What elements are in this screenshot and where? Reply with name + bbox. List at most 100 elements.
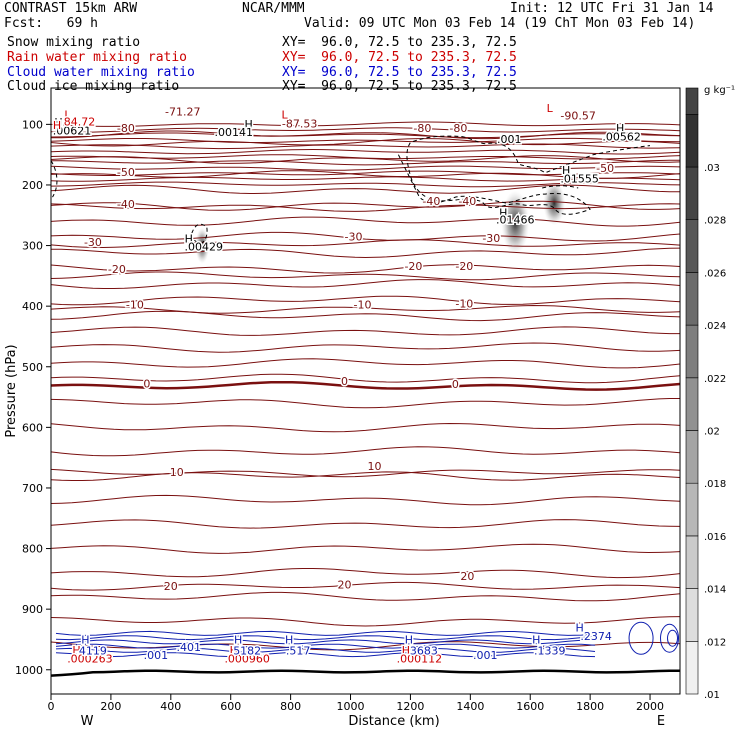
colorbar-label: .022 bbox=[704, 374, 726, 385]
colorbar-label: .01 bbox=[704, 690, 720, 701]
rain-water-marker: L bbox=[64, 108, 71, 121]
temperature-contour-line bbox=[51, 568, 680, 579]
x-tick-label: 1200 bbox=[396, 700, 424, 713]
colorbar-segment bbox=[685, 166, 699, 221]
cloud-ice-marker: .00141 bbox=[214, 126, 253, 139]
terrain-line bbox=[51, 669, 680, 677]
x-tick-label: 2000 bbox=[636, 700, 664, 713]
temperature-label: -40 bbox=[458, 195, 476, 208]
cloud-ice-marker: H bbox=[54, 116, 62, 129]
temperature-contours bbox=[51, 121, 680, 677]
cloud-water-contour bbox=[55, 643, 596, 649]
colorbar-segment bbox=[685, 535, 699, 589]
temperature-contour-line bbox=[51, 494, 680, 506]
colorbar-label: .014 bbox=[704, 585, 726, 596]
cloud-water-cell bbox=[667, 629, 679, 647]
rain-water-marker: L bbox=[547, 102, 554, 115]
colorbar-segment bbox=[685, 588, 699, 642]
cloud-water-marker: H bbox=[576, 622, 584, 635]
temperature-label: 0 bbox=[143, 377, 150, 390]
y-tick-label: 700 bbox=[22, 482, 43, 495]
temperature-contour-line bbox=[51, 127, 680, 133]
cloud-ice-marker: .01555 bbox=[560, 173, 599, 186]
temperature-label: -20 bbox=[108, 263, 126, 276]
field-xy-cloud-ice: XY= 96.0, 72.5 to 235.3, 72.5 bbox=[282, 79, 517, 94]
temperature-contour-20 bbox=[51, 581, 680, 591]
y-tick-label: 800 bbox=[22, 543, 43, 556]
temperature-label: -20 bbox=[404, 260, 422, 273]
temperature-contour-line bbox=[51, 342, 680, 353]
temperature-contour-line bbox=[51, 170, 680, 176]
temperature-label: -80 bbox=[449, 122, 467, 135]
y-tick-label: 600 bbox=[22, 421, 43, 434]
temperature-contour-line bbox=[51, 159, 680, 166]
temperature-contour--20 bbox=[51, 271, 680, 281]
colorbar-segment bbox=[685, 640, 699, 695]
cloud-water-marker: H bbox=[405, 634, 413, 647]
y-tick-label: 200 bbox=[22, 179, 43, 192]
colorbar-label: .026 bbox=[704, 268, 726, 279]
colorbar-segment bbox=[685, 219, 699, 273]
x-axis-title: Distance (km) bbox=[348, 714, 439, 729]
cloud-ice-marker: .00429 bbox=[185, 240, 224, 253]
temperature-contour-line bbox=[51, 295, 680, 306]
temperature-label: -50 bbox=[596, 162, 614, 175]
rain-water-marker: H bbox=[230, 644, 238, 657]
temperature-label: -10 bbox=[126, 299, 144, 312]
field-name-cloud-water: Cloud water mixing ratio bbox=[7, 65, 195, 80]
temperature-contour-line bbox=[51, 148, 680, 155]
cloud-ice-marker: .001 bbox=[497, 133, 522, 146]
temperature-contour-line bbox=[51, 358, 680, 369]
cloud-ice-marker: H bbox=[499, 206, 507, 219]
cloud-water-marker: .517 bbox=[286, 645, 311, 658]
rain-water-marker: H bbox=[72, 644, 80, 657]
y-tick-label: 1000 bbox=[15, 664, 43, 677]
rain-water-marker: .000263 bbox=[67, 652, 113, 665]
temperature-label: 0 bbox=[341, 375, 348, 388]
temperature-label: -30 bbox=[482, 232, 500, 245]
colorbar-label: .016 bbox=[704, 532, 726, 543]
temperature-contour-line bbox=[51, 616, 680, 627]
temperature-label: 10 bbox=[170, 466, 184, 479]
cloud-water-marker: .001 bbox=[144, 649, 169, 662]
y-tick-label: 500 bbox=[22, 361, 43, 374]
temperature-contour--60 bbox=[51, 155, 680, 164]
valid-time: Valid: 09 UTC Mon 03 Feb 14 (19 ChT Mon … bbox=[304, 16, 696, 31]
cloud-ice-marker: .01466 bbox=[496, 214, 535, 227]
cloud-ice-contours bbox=[51, 135, 651, 244]
temperature-contour-line bbox=[51, 165, 680, 171]
cloud-water-marker: .1339 bbox=[534, 645, 566, 658]
temperature-label: -40 bbox=[117, 198, 135, 211]
plot-frame bbox=[50, 87, 681, 695]
cloud-water-contour bbox=[55, 639, 596, 645]
cloud-water-contours bbox=[55, 621, 680, 658]
temperature-label: -50 bbox=[117, 166, 135, 179]
ice-shading-blob bbox=[195, 227, 210, 264]
temperature-contour--40 bbox=[51, 203, 680, 212]
field-xy-rain: XY= 96.0, 72.5 to 235.3, 72.5 bbox=[282, 50, 517, 65]
temperature-label: -10 bbox=[354, 299, 372, 312]
y-tick-label: 900 bbox=[22, 603, 43, 616]
temperature-contour-line bbox=[51, 326, 680, 336]
temperature-contour-line bbox=[51, 184, 680, 195]
temperature-label: -71.27 bbox=[165, 105, 200, 118]
cloud-ice-marker: .00562 bbox=[602, 131, 641, 144]
x-tick-label: 0 bbox=[48, 700, 55, 713]
colorbar-label: .03 bbox=[704, 163, 720, 174]
temperature-contour-line bbox=[51, 264, 680, 274]
temperature-contour-line bbox=[51, 398, 680, 409]
x-tick-label: 1600 bbox=[516, 700, 544, 713]
cloud-water-marker: 4119 bbox=[79, 645, 107, 658]
field-name-snow: Snow mixing ratio bbox=[7, 35, 141, 50]
temperature-contour-line bbox=[51, 181, 680, 188]
temperature-label: -20 bbox=[455, 260, 473, 273]
colorbar-top-segment bbox=[685, 87, 699, 115]
model-title: CONTRAST 15km ARW bbox=[4, 1, 138, 16]
temperature-contour-line bbox=[51, 121, 680, 127]
rain-water-marker: .000960 bbox=[224, 652, 270, 665]
cloud-ice-contour bbox=[51, 160, 58, 198]
temperature-label: -40 bbox=[422, 195, 440, 208]
cloud-water-contour bbox=[55, 647, 596, 653]
colorbar-segment bbox=[685, 377, 699, 431]
